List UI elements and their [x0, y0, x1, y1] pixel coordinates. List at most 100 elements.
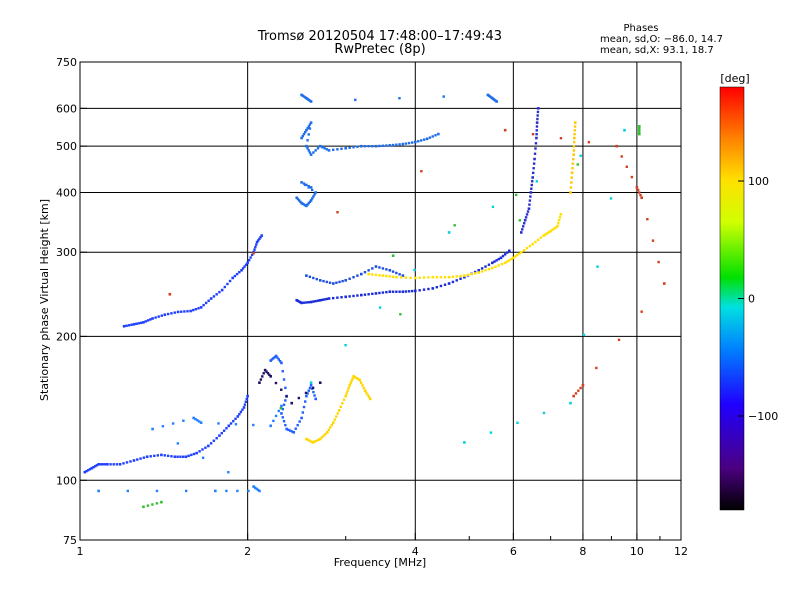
- echo-point-15-4: [309, 381, 313, 385]
- echo-point-8-2-2: [404, 276, 408, 279]
- echo-point-0-2: [97, 463, 100, 466]
- echo-point-9-1-3: [572, 157, 575, 161]
- echo-point-8-13: [542, 234, 545, 237]
- echo-point-7-7: [535, 121, 539, 124]
- echo-point-11-5: [285, 427, 288, 431]
- echo-point-1-12-1: [247, 259, 251, 262]
- echo-point-10-0: [305, 437, 308, 441]
- echo-point-14-1-3: [518, 219, 522, 222]
- echo-point-16-5-3: [198, 420, 201, 423]
- echo-point-7-7-1: [536, 117, 539, 121]
- echo-point-5-3-1: [311, 197, 314, 200]
- echo-point-2-14: [477, 268, 481, 272]
- echo-point-8-12-2: [536, 238, 540, 242]
- echo-point-8-5-1: [451, 275, 455, 278]
- echo-point-16-1: [214, 489, 217, 493]
- echo-point-4-6-1: [331, 148, 335, 152]
- echo-point-5-3-2: [312, 195, 315, 198]
- echo-point-15-1-3: [609, 197, 613, 200]
- echo-point-14-0-2: [151, 503, 154, 506]
- echo-point-2-15: [491, 261, 494, 265]
- echo-point-15-2: [623, 128, 626, 132]
- echo-point-13-5-2: [617, 338, 621, 342]
- echo-point-10-2-2: [322, 434, 325, 437]
- echo-point-1-0-1: [125, 324, 128, 327]
- colorbar-ticks: 100 0 −100: [738, 175, 778, 423]
- echo-point-9-0: [569, 191, 572, 194]
- echo-point-8-16: [559, 213, 563, 216]
- echo-point-2-2-1: [312, 300, 315, 303]
- echo-point-4-1-3: [308, 123, 312, 126]
- echo-point-2-1-2: [305, 301, 308, 304]
- echo-point-4-7-3: [356, 145, 359, 148]
- echo-point-4-3-1: [306, 147, 309, 150]
- echo-point-11-1: [274, 354, 278, 358]
- echo-point-12-0: [258, 381, 261, 385]
- echo-point-0-11-1: [209, 442, 213, 445]
- echo-point-4-14: [437, 132, 440, 136]
- echo-point-13-0-1: [252, 252, 255, 255]
- echo-point-0-11: [207, 444, 210, 448]
- echo-point-4-2: [309, 121, 313, 124]
- echo-point-6-2-3: [442, 95, 445, 98]
- echo-point-10-6-3: [347, 386, 350, 390]
- echo-point-14-2-2: [638, 129, 641, 132]
- echo-point-0-15: [242, 406, 246, 409]
- echo-point-3-5-3: [385, 268, 388, 271]
- echo-point-0-1-1: [92, 466, 95, 469]
- echo-point-0-10: [195, 451, 198, 455]
- echo-point-8-11-1: [522, 248, 526, 252]
- echo-point-15-0-2: [516, 421, 519, 424]
- y-tick-label-0: 75: [63, 534, 77, 547]
- echo-point-2-5-2: [352, 294, 355, 298]
- echo-point-5-2: [305, 204, 308, 208]
- echo-point-0-4: [118, 463, 122, 466]
- echo-point-2-8-3: [398, 290, 401, 293]
- echo-point-13-2-1: [620, 155, 623, 158]
- echo-point-1-3: [151, 317, 154, 320]
- echo-point-15-1: [569, 401, 572, 405]
- echo-point-14-0-1: [146, 504, 150, 507]
- echo-point-0-14-1: [238, 413, 241, 416]
- echo-point-0-7-1: [163, 454, 166, 457]
- echo-point-12-3: [290, 401, 294, 405]
- echo-point-5-2-1: [306, 203, 309, 206]
- echo-point-1-9-3: [228, 279, 232, 283]
- echo-point-1-14: [255, 240, 259, 244]
- echo-point-3-4-3: [371, 267, 374, 270]
- echo-point-2-8: [388, 290, 392, 294]
- echo-point-4-8-1: [363, 144, 367, 148]
- echo-point-8-9-3: [510, 257, 513, 261]
- echo-point-9-4: [573, 121, 577, 124]
- echo-point-12-3-1: [297, 396, 301, 400]
- echo-point-4-1: [305, 128, 308, 132]
- echo-point-8-10: [512, 256, 515, 260]
- echo-point-0-6-3: [156, 454, 160, 457]
- echo-point-2-16-2: [503, 253, 507, 256]
- echo-point-0-13: [227, 424, 231, 428]
- echo-point-10-10-1: [365, 391, 368, 394]
- echo-point-0-0-1: [85, 469, 88, 473]
- echo-point-10-1-1: [313, 440, 316, 443]
- echo-point-9-0-2: [570, 181, 573, 184]
- echo-point-11-1-3: [278, 359, 282, 363]
- echo-point-8-11-2: [525, 246, 529, 250]
- echo-point-8-14: [549, 229, 552, 233]
- plot-frame: [79, 61, 682, 541]
- echo-point-13-2-3: [630, 175, 634, 179]
- echo-point-11-8-2: [307, 389, 310, 392]
- echo-point-0-0-2: [87, 468, 90, 472]
- echo-point-2-6-3: [371, 292, 374, 296]
- echo-point-7-1-3: [526, 210, 530, 213]
- echo-point-0-11-2: [212, 439, 216, 442]
- echo-point-2-12-3: [459, 277, 462, 280]
- echo-point-9-1-1: [571, 166, 574, 170]
- echo-point-8-3-1: [418, 276, 421, 279]
- echo-point-8-1-2: [388, 275, 391, 278]
- echo-point-1-9-1: [223, 285, 226, 289]
- echo-point-2-8-2: [395, 290, 398, 293]
- echo-point-16-4-1: [161, 425, 165, 428]
- echo-point-1-0-2: [127, 324, 131, 327]
- echo-point-7-0-3: [522, 222, 526, 225]
- echo-point-10-4-2: [335, 415, 338, 418]
